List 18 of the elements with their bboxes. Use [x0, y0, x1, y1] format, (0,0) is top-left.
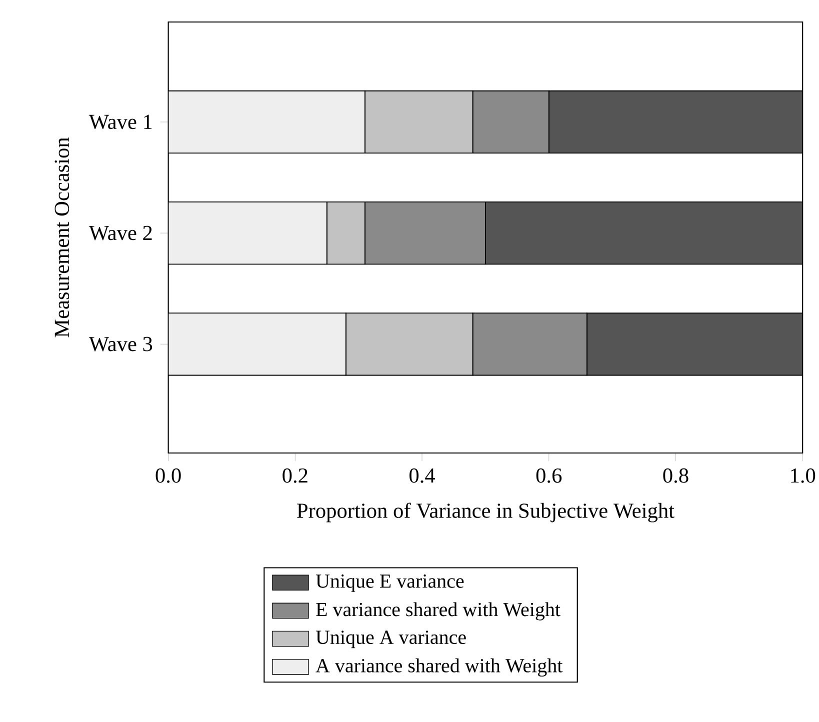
x-tick-label: 0.0	[156, 468, 181, 483]
legend-label: Unique E variance	[316, 574, 464, 592]
y-tick-label: Wave 3	[88, 336, 152, 352]
x-tick-label: 0.8	[663, 468, 688, 483]
legend-label: E variance shared with Weight	[316, 602, 560, 620]
y-tick-label: Wave 1	[88, 114, 152, 130]
x-tick-label: 0.4	[410, 468, 436, 483]
x-tick-label: 1.0	[791, 468, 816, 483]
x-tick-label: 0.6	[536, 468, 562, 483]
x-tick-label: 0.2	[282, 468, 308, 483]
legend-label: A variance shared with Weight	[316, 658, 563, 677]
x-axis-title: Proportion of Variance in Subjective Weight	[297, 502, 674, 522]
y-axis-title: Measurement Occasion	[54, 137, 70, 338]
y-tick-label: Wave 2	[88, 226, 152, 240]
legend-label: Unique A variance	[316, 630, 466, 648]
bar	[168, 90, 366, 154]
bar	[168, 312, 346, 376]
bar	[168, 201, 328, 265]
